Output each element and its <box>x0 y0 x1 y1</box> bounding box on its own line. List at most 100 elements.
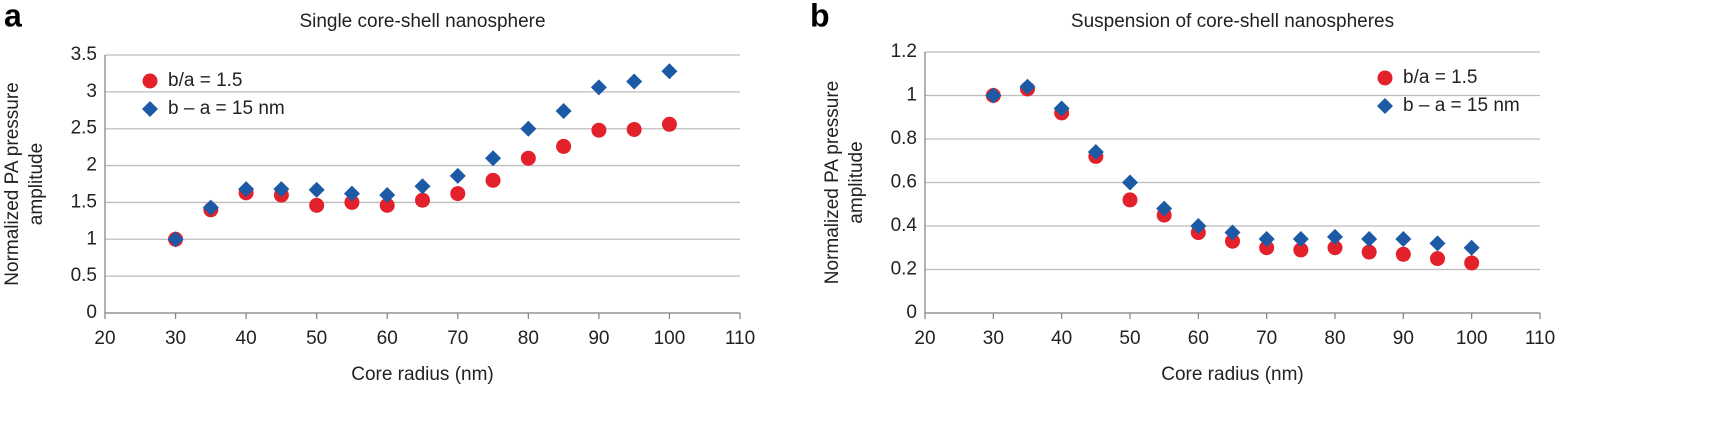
legend-marker <box>1377 98 1393 114</box>
marker <box>1429 235 1446 252</box>
x-tick-label: 80 <box>518 328 539 349</box>
marker <box>626 73 643 90</box>
marker <box>1225 233 1240 249</box>
marker <box>1122 192 1138 208</box>
y-tick-label: 0.5 <box>71 265 97 286</box>
x-tick-label: 60 <box>1188 328 1209 349</box>
y-axis-label: Normalized PA pressure amplitude <box>2 82 47 285</box>
marker <box>343 185 360 202</box>
x-tick-label: 80 <box>1324 328 1345 349</box>
legend-label: b/a = 1.5 <box>1403 67 1477 88</box>
chart-title: Single core-shell nanosphere <box>299 11 545 32</box>
marker <box>1293 242 1309 258</box>
marker <box>1327 228 1343 245</box>
marker <box>167 231 184 248</box>
marker <box>485 172 501 188</box>
legend-marker <box>1377 70 1393 86</box>
marker <box>1327 240 1343 256</box>
legend-label: b/a = 1.5 <box>168 70 242 91</box>
panel-label: b <box>810 0 830 33</box>
marker <box>1395 246 1411 262</box>
marker <box>308 181 325 198</box>
marker <box>1395 231 1412 248</box>
marker <box>1464 255 1480 271</box>
marker <box>449 167 466 184</box>
marker <box>1190 218 1207 234</box>
marker <box>661 116 677 132</box>
y-tick-label: 1 <box>906 85 917 106</box>
marker <box>1463 239 1480 256</box>
x-tick-label: 20 <box>94 328 115 349</box>
legend-label: b – a = 15 nm <box>1403 95 1520 116</box>
marker <box>1122 174 1138 191</box>
x-tick-label: 110 <box>725 328 755 349</box>
y-tick-label: 1 <box>86 228 97 249</box>
marker <box>555 103 572 120</box>
x-tick-label: 90 <box>1393 328 1414 349</box>
marker <box>379 187 396 204</box>
marker <box>485 150 502 167</box>
marker <box>1430 251 1445 267</box>
marker <box>1019 78 1036 95</box>
x-axis-label: Core radius (nm) <box>1161 364 1304 385</box>
marker <box>590 79 607 96</box>
y-axis-label: Normalized PA pressure amplitude <box>822 81 867 284</box>
y-tick-label: 0 <box>86 302 97 323</box>
y-tick-label: 0.8 <box>891 128 917 149</box>
marker <box>556 138 572 154</box>
marker <box>344 194 360 210</box>
x-tick-label: 50 <box>306 328 327 349</box>
marker <box>1087 144 1104 161</box>
marker <box>414 178 431 195</box>
marker <box>520 120 537 137</box>
marker <box>450 186 466 202</box>
marker <box>661 63 678 80</box>
x-tick-label: 60 <box>377 328 398 349</box>
marker <box>626 121 642 137</box>
marker <box>1292 231 1309 248</box>
y-tick-label: 3.5 <box>71 44 97 65</box>
marker <box>238 181 255 198</box>
x-tick-label: 100 <box>654 328 686 349</box>
marker <box>1224 224 1241 241</box>
y-tick-label: 1.5 <box>71 191 97 212</box>
marker <box>1259 240 1275 256</box>
x-tick-label: 30 <box>983 328 1004 349</box>
marker <box>591 122 607 138</box>
marker <box>273 181 290 198</box>
x-tick-label: 90 <box>588 328 609 349</box>
panel-label: a <box>4 0 22 33</box>
marker <box>202 199 219 216</box>
marker <box>1053 100 1070 117</box>
y-tick-label: 0.4 <box>891 215 918 236</box>
x-tick-label: 20 <box>914 328 935 349</box>
chart-title: Suspension of core-shell nanospheres <box>1071 11 1394 32</box>
marker <box>415 192 430 208</box>
x-tick-label: 70 <box>1256 328 1277 349</box>
y-tick-label: 0 <box>906 302 917 323</box>
x-tick-label: 70 <box>447 328 468 349</box>
marker <box>985 87 1002 104</box>
x-axis-label: Core radius (nm) <box>351 364 494 385</box>
x-tick-label: 40 <box>1051 328 1072 349</box>
legend-marker <box>142 73 158 89</box>
marker <box>1156 200 1173 217</box>
y-tick-label: 2.5 <box>71 118 97 139</box>
marker <box>1361 244 1377 260</box>
y-tick-label: 2 <box>86 155 97 176</box>
marker <box>1361 231 1378 248</box>
marker <box>309 197 325 213</box>
y-tick-label: 0.2 <box>891 259 917 280</box>
y-tick-label: 0.6 <box>891 172 917 193</box>
marker <box>379 197 395 213</box>
marker <box>1258 231 1275 248</box>
x-tick-label: 50 <box>1119 328 1140 349</box>
y-tick-label: 1.2 <box>891 41 917 62</box>
x-tick-label: 40 <box>236 328 257 349</box>
x-tick-label: 110 <box>1525 328 1555 349</box>
legend-marker <box>142 101 158 117</box>
legend-label: b – a = 15 nm <box>168 98 285 119</box>
x-tick-label: 30 <box>165 328 186 349</box>
y-tick-label: 3 <box>86 81 97 102</box>
